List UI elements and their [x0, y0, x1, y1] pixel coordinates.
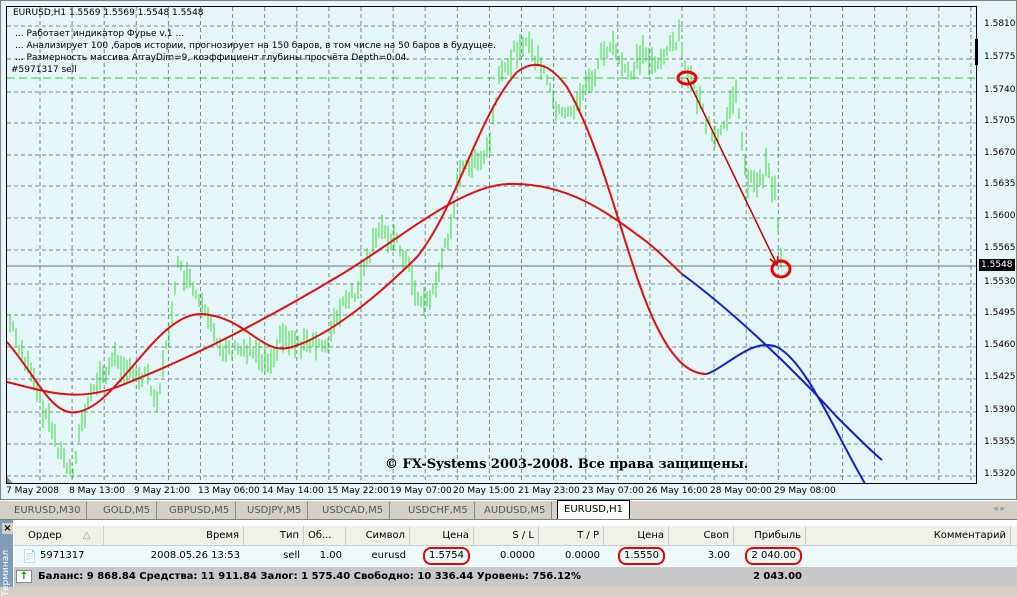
close-icon[interactable]: ×: [2, 523, 13, 534]
tab-chart[interactable]: EURUSD,M30: [8, 502, 88, 519]
tab-chart[interactable]: AUDUSD,M5: [478, 502, 553, 519]
info-line: ... Анализирует 100 ,баров истории, прог…: [15, 41, 496, 51]
order-id: 5971317: [40, 550, 85, 561]
order-icon: 📄: [22, 549, 37, 563]
tab-chart[interactable]: USDCHF,M5: [402, 502, 475, 519]
order-time: 2008.05.26 13:53: [150, 550, 240, 561]
table-header: Ордер △ Время Тип Об... Символ Цена S / …: [14, 526, 1017, 546]
time-axis-label: 28 May 00:00: [710, 486, 772, 496]
time-axis-label: 23 May 07:00: [582, 486, 644, 496]
terminal-sidebar: × Терминал: [0, 520, 13, 597]
terminal-panel: × Терминал Ордер △ Время Тип Об... Симво…: [0, 519, 1017, 597]
total-profit: 2 043.00: [752, 571, 802, 582]
price-axis-label: 1.5705: [984, 116, 1016, 126]
account-summary: Баланс: 9 868.84 Средства: 11 911.84 Зал…: [38, 571, 581, 582]
tab-chart[interactable]: GBPUSD,M5: [163, 502, 237, 519]
col-sl[interactable]: S / L: [474, 526, 539, 545]
time-axis-label: 19 May 07:00: [390, 486, 452, 496]
order-profit: 2 040.00: [745, 547, 802, 565]
order-row[interactable]: 📄 5971317 2008.05.26 13:53 sell 1.00 eur…: [14, 546, 1017, 567]
time-axis-label: 8 May 13:00: [69, 486, 125, 496]
forecast-fast-curve: [706, 344, 866, 483]
time-axis-label: 29 May 08:00: [774, 486, 836, 496]
price-axis-label: 1.5600: [984, 211, 1016, 221]
chart-canvas: [7, 7, 976, 483]
order-symbol: eurusd: [371, 550, 407, 561]
col-open-price[interactable]: Цена: [410, 526, 474, 545]
price-axis-label: 1.5530: [984, 277, 1016, 287]
info-line: ... Работает индикатор Фурье v.1 ...: [15, 29, 185, 39]
fourier-fast-curve: [7, 63, 708, 414]
order-swap: 3.00: [707, 550, 730, 561]
time-axis-label: 9 May 21:00: [134, 486, 190, 496]
col-profit[interactable]: Прибыль: [734, 526, 806, 545]
col-tp[interactable]: T / P: [539, 526, 604, 545]
price-axis-label: 1.5635: [984, 179, 1016, 189]
bid-price-label: 1.5548: [979, 259, 1015, 271]
chart-title: EURUSD,H1 1.5569 1.5569 1.5548 1.5548: [13, 8, 204, 18]
col-type[interactable]: Тип: [244, 526, 304, 545]
price-axis-label: 1.5775: [984, 52, 1016, 62]
col-symbol[interactable]: Символ: [346, 526, 410, 545]
info-line: ... Размерность массива ArrayDim=9, коэф…: [15, 53, 410, 63]
trade-arrow-line: [686, 77, 778, 266]
col-order[interactable]: Ордер △: [14, 526, 104, 545]
price-axis-label: 1.5495: [984, 308, 1016, 318]
price-axis-label: 1.5670: [984, 148, 1016, 158]
price-axis-label: 1.5390: [984, 405, 1016, 415]
terminal-label: Терминал: [1, 550, 11, 597]
open-price-circle: [676, 70, 698, 86]
order-tp: 0.0000: [565, 550, 600, 561]
price-chart[interactable]: EURUSD,H1 1.5569 1.5569 1.5548 1.5548 ..…: [6, 6, 977, 484]
tab-chart[interactable]: EURUSD,H1: [557, 500, 631, 519]
time-axis-label: 20 May 15:00: [453, 486, 515, 496]
price-axis-label: 1.5425: [984, 372, 1016, 382]
time-axis-label: 14 May 14:00: [262, 486, 324, 496]
tab-scroll-arrows[interactable]: ◂ ▸: [993, 504, 1005, 514]
tab-chart[interactable]: USDCAD,M5: [316, 502, 391, 519]
order-label: #5971317 sell: [11, 65, 77, 75]
order-open-price: 1.5754: [423, 547, 470, 565]
col-volume[interactable]: Об...: [304, 526, 346, 545]
order-current-price: 1.5550: [618, 547, 665, 565]
tab-chart[interactable]: GOLD,M5: [97, 502, 158, 519]
price-axis-label: 1.5740: [984, 85, 1016, 95]
order-volume: 1.00: [319, 550, 342, 561]
col-time[interactable]: Время: [104, 526, 244, 545]
chart-tabs: EURUSD,M30 GOLD,M5 GBPUSD,M5 USDJPY,M5 USDCA…: [0, 500, 1017, 519]
price-axis-label: 1.5460: [984, 340, 1016, 350]
price-axis-label: 1.5320: [984, 469, 1016, 479]
balance-row: ↑ Баланс: 9 868.84 Средства: 11 911.84 З…: [14, 567, 1017, 586]
close-price-circle: [770, 259, 792, 279]
time-axis-label: 13 May 06:00: [198, 486, 260, 496]
order-type: sell: [283, 550, 300, 561]
forecast-slow-curve: [681, 273, 883, 461]
price-axis-label: 1.5565: [984, 243, 1016, 253]
time-axis-label: 7 May 2008: [6, 486, 59, 496]
order-sl: 0.0000: [500, 550, 535, 561]
col-comment[interactable]: Комментарий: [806, 526, 1011, 545]
time-axis-label: 26 May 16:00: [646, 486, 708, 496]
arrow-up-icon: ↑: [16, 570, 32, 583]
col-swap[interactable]: Своп: [669, 526, 734, 545]
corner-marker: [7, 477, 13, 483]
time-axis-label: 15 May 22:00: [327, 486, 389, 496]
sort-icon: △: [82, 530, 91, 541]
tab-chart[interactable]: USDJPY,M5: [241, 502, 309, 519]
price-axis-label: 1.5810: [984, 19, 1016, 29]
time-axis-label: 21 May 23:00: [518, 486, 580, 496]
col-price[interactable]: Цена: [604, 526, 669, 545]
copyright-text: © FX-Systems 2003-2008. Все права защище…: [385, 457, 749, 472]
price-axis-label: 1.5355: [984, 437, 1016, 447]
chart-window[interactable]: EURUSD,H1 1.5569 1.5569 1.5548 1.5548 ..…: [0, 0, 1017, 500]
scroll-marker: [975, 39, 978, 65]
fourier-slow-curve: [7, 182, 683, 396]
